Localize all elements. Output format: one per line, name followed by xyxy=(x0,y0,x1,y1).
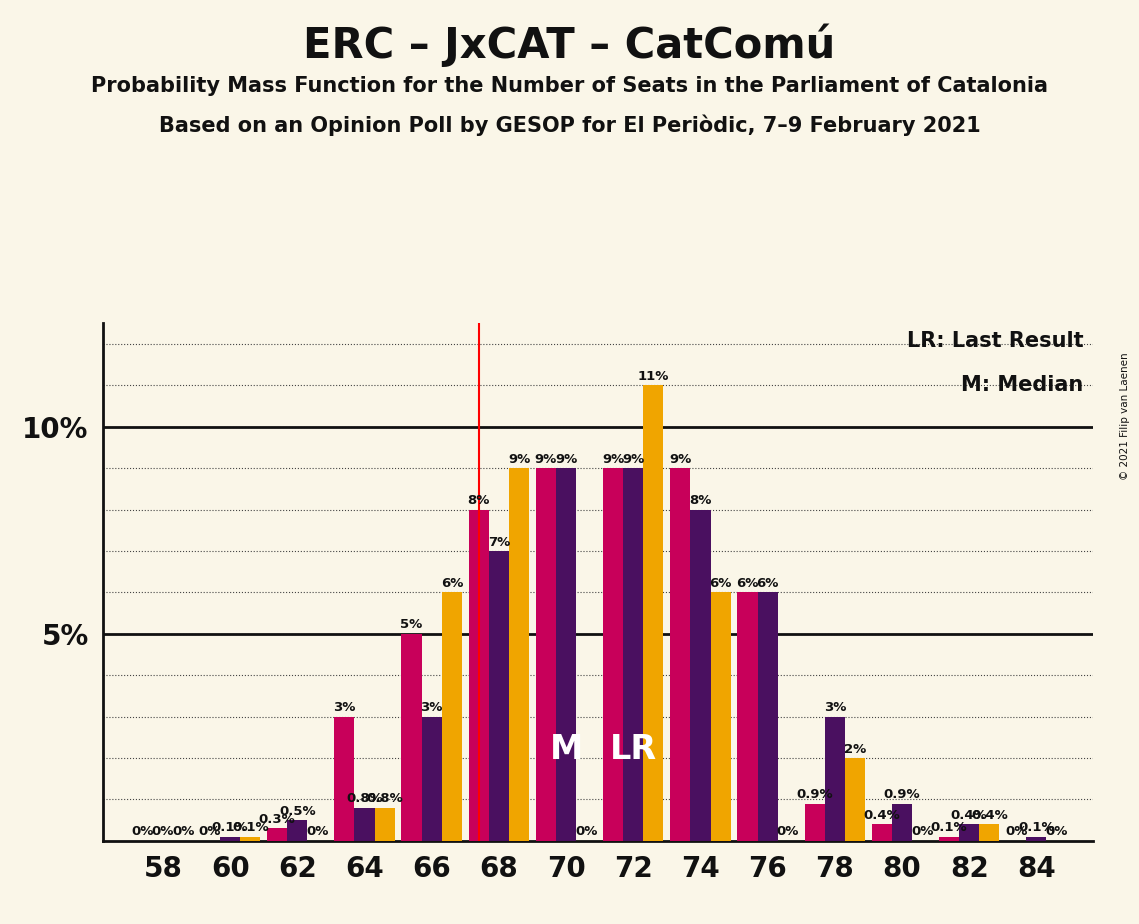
Text: 0%: 0% xyxy=(151,825,174,838)
Text: Probability Mass Function for the Number of Seats in the Parliament of Catalonia: Probability Mass Function for the Number… xyxy=(91,76,1048,96)
Bar xyxy=(871,824,892,841)
Text: 9%: 9% xyxy=(555,453,577,466)
Text: 0%: 0% xyxy=(1046,825,1067,838)
Text: 0%: 0% xyxy=(911,825,933,838)
Text: 6%: 6% xyxy=(710,577,731,590)
Text: 0%: 0% xyxy=(1005,825,1027,838)
Text: 0.3%: 0.3% xyxy=(259,813,295,826)
Bar xyxy=(354,808,375,841)
Text: 0.1%: 0.1% xyxy=(931,821,967,834)
Text: Based on an Opinion Poll by GESOP for El Periòdic, 7–9 February 2021: Based on an Opinion Poll by GESOP for El… xyxy=(158,115,981,136)
Bar xyxy=(670,468,690,841)
Text: LR: LR xyxy=(609,734,657,766)
Text: 0%: 0% xyxy=(172,825,195,838)
Text: 0.4%: 0.4% xyxy=(970,808,1008,821)
Text: 9%: 9% xyxy=(622,453,645,466)
Text: 0.5%: 0.5% xyxy=(279,805,316,818)
Bar xyxy=(980,824,999,841)
Text: 0.1%: 0.1% xyxy=(1018,821,1055,834)
Text: 6%: 6% xyxy=(756,577,779,590)
Text: 0.4%: 0.4% xyxy=(951,808,988,821)
Bar xyxy=(268,829,287,841)
Bar xyxy=(509,468,530,841)
Text: 3%: 3% xyxy=(420,701,443,714)
Bar xyxy=(240,837,261,841)
Text: 7%: 7% xyxy=(487,536,510,549)
Bar xyxy=(959,824,980,841)
Bar xyxy=(556,468,576,841)
Text: 11%: 11% xyxy=(638,370,669,383)
Bar xyxy=(468,510,489,841)
Bar xyxy=(845,758,865,841)
Text: ERC – JxCAT – CatComú: ERC – JxCAT – CatComú xyxy=(303,23,836,67)
Text: 0.9%: 0.9% xyxy=(796,788,833,801)
Bar xyxy=(603,468,623,841)
Text: 3%: 3% xyxy=(823,701,846,714)
Text: 0.8%: 0.8% xyxy=(346,792,383,805)
Text: 0%: 0% xyxy=(199,825,221,838)
Text: 0%: 0% xyxy=(306,825,329,838)
Text: 8%: 8% xyxy=(689,494,712,507)
Bar xyxy=(375,808,395,841)
Text: 3%: 3% xyxy=(334,701,355,714)
Bar xyxy=(825,717,845,841)
Bar xyxy=(535,468,556,841)
Text: LR: Last Result: LR: Last Result xyxy=(907,331,1083,351)
Bar xyxy=(939,837,959,841)
Text: 0.1%: 0.1% xyxy=(212,821,248,834)
Text: 0.1%: 0.1% xyxy=(232,821,269,834)
Bar xyxy=(401,634,421,841)
Text: 6%: 6% xyxy=(441,577,464,590)
Bar xyxy=(623,468,644,841)
Bar xyxy=(442,592,462,841)
Text: 0.4%: 0.4% xyxy=(863,808,900,821)
Bar xyxy=(287,821,308,841)
Text: 9%: 9% xyxy=(669,453,691,466)
Bar xyxy=(421,717,442,841)
Text: 8%: 8% xyxy=(467,494,490,507)
Bar xyxy=(220,837,240,841)
Bar xyxy=(804,804,825,841)
Text: 6%: 6% xyxy=(736,577,759,590)
Text: M: M xyxy=(549,734,583,766)
Text: 0%: 0% xyxy=(777,825,798,838)
Text: 0%: 0% xyxy=(575,825,598,838)
Bar xyxy=(644,385,664,841)
Bar xyxy=(737,592,757,841)
Bar xyxy=(489,551,509,841)
Text: 5%: 5% xyxy=(401,618,423,631)
Text: 9%: 9% xyxy=(508,453,530,466)
Text: M: Median: M: Median xyxy=(961,375,1083,395)
Text: 2%: 2% xyxy=(844,743,866,756)
Text: 9%: 9% xyxy=(535,453,557,466)
Text: © 2021 Filip van Laenen: © 2021 Filip van Laenen xyxy=(1120,352,1130,480)
Text: 9%: 9% xyxy=(603,453,624,466)
Text: 0.8%: 0.8% xyxy=(367,792,403,805)
Bar xyxy=(690,510,711,841)
Bar xyxy=(334,717,354,841)
Bar xyxy=(757,592,778,841)
Text: 0.9%: 0.9% xyxy=(884,788,920,801)
Bar xyxy=(711,592,730,841)
Bar xyxy=(1026,837,1047,841)
Text: 0%: 0% xyxy=(132,825,154,838)
Bar xyxy=(892,804,912,841)
